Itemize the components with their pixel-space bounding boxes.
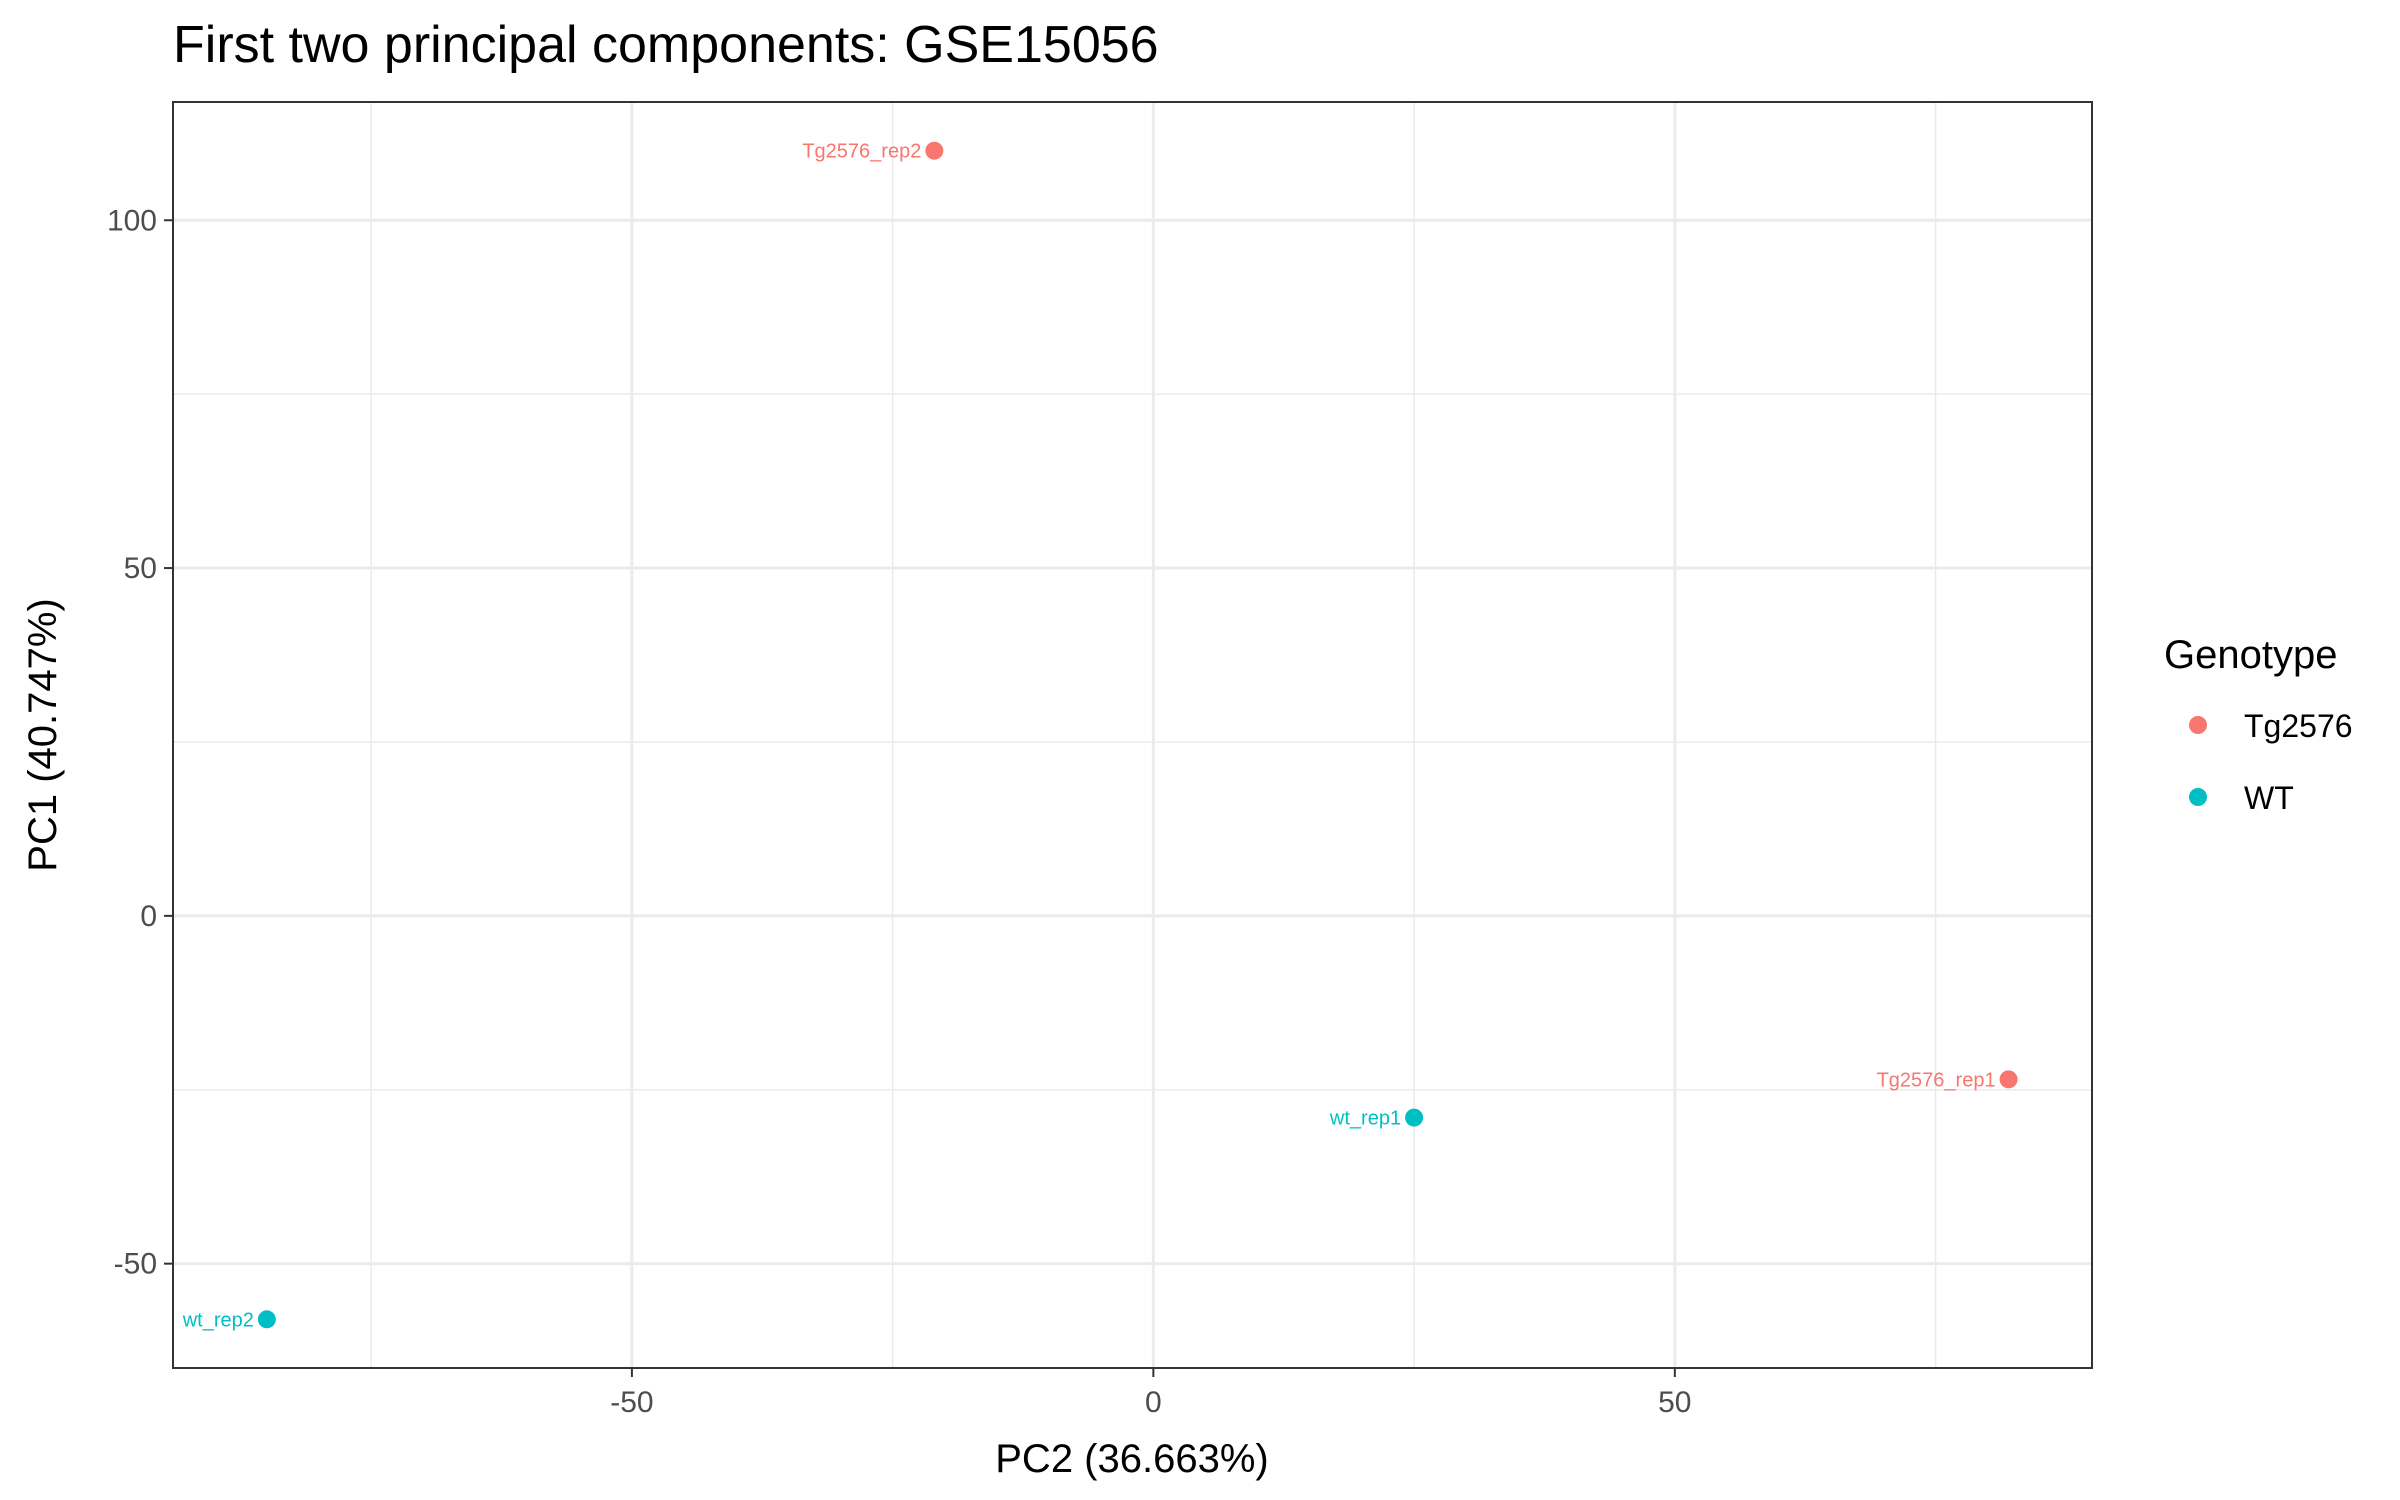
point-label: Tg2576_rep1 [1877, 1069, 1996, 1091]
y-tick-label: -50 [114, 1248, 157, 1281]
minor-gridlines [173, 102, 2092, 1368]
legend-key-tg2576 [2189, 716, 2207, 734]
y-tick-label: 0 [140, 900, 157, 933]
y-tick-label: 100 [107, 204, 157, 237]
y-tick-label: 50 [124, 552, 157, 585]
point-label: wt_rep1 [1329, 1108, 1401, 1130]
data-point-tg2576-rep2 [925, 141, 944, 160]
legend-key-wt [2189, 788, 2207, 806]
chart-title: First two principal components: GSE15056 [173, 16, 1159, 74]
legend-label: Tg2576 [2244, 708, 2353, 744]
x-tick-label: 50 [1658, 1386, 1691, 1419]
legend-title: Genotype [2164, 633, 2337, 677]
panel-border [172, 101, 2093, 1369]
legend: Genotype Tg2576 WT [2164, 633, 2353, 816]
legend-entries: Tg2576 WT [2189, 708, 2353, 816]
data-point-wt-rep1 [1405, 1108, 1424, 1127]
data-point-wt-rep2 [257, 1310, 276, 1329]
legend-label: WT [2244, 780, 2294, 816]
x-tick-label: -50 [610, 1386, 653, 1419]
data-point-tg2576-rep1 [1999, 1070, 2018, 1089]
panel-background [173, 102, 2092, 1368]
point-label: Tg2576_rep2 [802, 141, 921, 163]
x-axis-title: PC2 (36.663%) [995, 1437, 1268, 1481]
x-tick-label: 0 [1145, 1386, 1162, 1419]
y-axis: -50 0 50 100 [107, 204, 173, 1281]
data-points: Tg2576_rep2 wt_rep1 Tg2576_rep1 wt_rep2 [182, 141, 2018, 1331]
plot-area: Tg2576_rep2 wt_rep1 Tg2576_rep1 wt_rep2 [172, 101, 2093, 1369]
point-label: wt_rep2 [182, 1309, 254, 1331]
major-gridlines [173, 102, 2092, 1368]
y-axis-title: PC1 (40.747%) [21, 598, 65, 871]
x-axis: -50 0 50 [610, 1368, 1692, 1419]
